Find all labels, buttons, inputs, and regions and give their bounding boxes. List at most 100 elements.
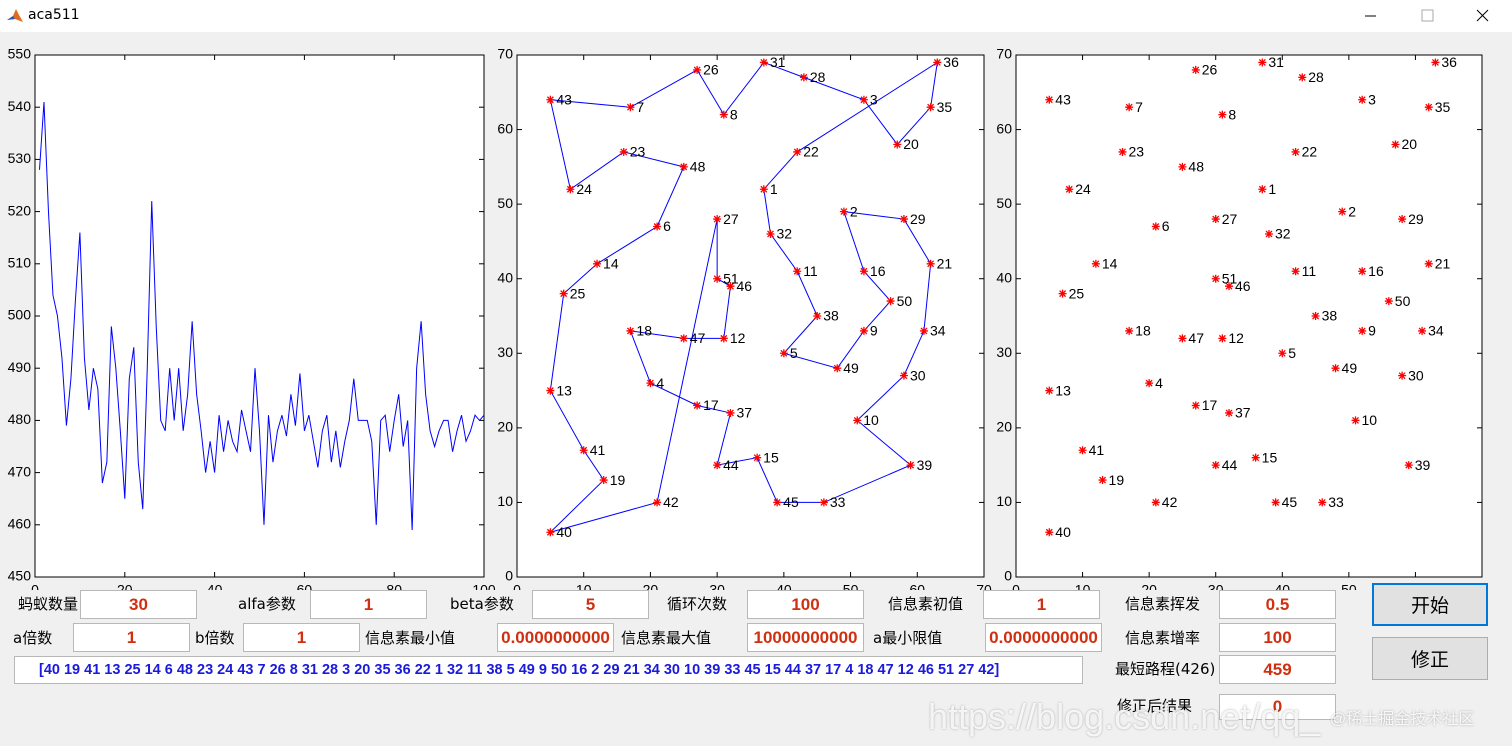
city-marker (726, 408, 735, 417)
field-input[interactable]: 0.0000000000 (985, 623, 1102, 652)
city-label: 10 (863, 412, 879, 428)
field-input[interactable]: 100 (1219, 623, 1336, 652)
start-button[interactable]: 开始 (1372, 583, 1488, 626)
y-tick-label: 60 (996, 120, 1012, 136)
city-marker (726, 282, 735, 291)
fix-button[interactable]: 修正 (1372, 637, 1488, 680)
city-label: 4 (1155, 375, 1163, 391)
field-input[interactable]: 1 (983, 590, 1100, 619)
city-marker (1218, 334, 1227, 343)
field-input[interactable]: 100 (747, 590, 864, 619)
field-label: 信息素最小值 (365, 629, 456, 647)
city-label: 50 (897, 293, 913, 309)
city-marker (859, 326, 868, 335)
city-marker (1151, 498, 1160, 507)
y-tick-label: 0 (1004, 568, 1012, 584)
x-tick-label: 30 (1208, 582, 1224, 590)
city-label: 14 (1102, 256, 1118, 272)
field-label: a倍数 (13, 629, 53, 647)
city-marker (559, 289, 568, 298)
field-input[interactable]: 0.5 (1219, 590, 1336, 619)
y-tick-label: 0 (505, 568, 513, 584)
city-label: 31 (1268, 54, 1284, 70)
city-label: 7 (1135, 99, 1143, 115)
city-marker (1291, 267, 1300, 276)
city-label: 9 (1368, 323, 1376, 339)
city-marker (1211, 274, 1220, 283)
city-marker (626, 326, 635, 335)
x-tick-label: 0 (31, 582, 39, 590)
field-input[interactable]: 10000000000 (747, 623, 864, 652)
city-marker (1424, 259, 1433, 268)
city-marker (1384, 297, 1393, 306)
y-tick-label: 480 (8, 411, 32, 427)
field-input[interactable]: 1 (73, 623, 190, 652)
city-label: 18 (1135, 323, 1151, 339)
city-marker (1091, 259, 1100, 268)
city-marker (719, 334, 728, 343)
city-label: 18 (636, 323, 652, 339)
field-input[interactable]: 459 (1219, 655, 1336, 684)
city-label: 48 (1188, 159, 1204, 175)
city-marker (926, 103, 935, 112)
city-marker (1311, 312, 1320, 320)
city-marker (759, 185, 768, 194)
field-label: 蚂蚁数量 (18, 595, 79, 613)
city-label: 31 (770, 54, 786, 70)
city-label: 7 (636, 99, 644, 115)
city-marker (1191, 401, 1200, 410)
city-label: 47 (1188, 330, 1204, 346)
city-marker (1058, 289, 1067, 298)
city-label: 15 (1262, 449, 1278, 465)
city-marker (653, 498, 662, 507)
y-tick-label: 460 (8, 516, 32, 532)
watermark: https://blog.csdn.net/qq_ (928, 696, 1321, 737)
city-label: 3 (870, 91, 878, 107)
x-tick-label: 50 (1341, 582, 1357, 590)
city-marker (1398, 215, 1407, 224)
field-input[interactable]: 0.0000000000 (497, 623, 614, 652)
field-input[interactable]: 1 (243, 623, 360, 652)
y-tick-label: 70 (996, 46, 1012, 62)
city-marker (679, 162, 688, 171)
y-tick-label: 450 (8, 568, 32, 584)
city-marker (839, 207, 848, 216)
route-text[interactable]: [40 19 41 13 25 14 6 48 23 24 43 7 26 8 … (14, 656, 1083, 684)
y-tick-label: 10 (996, 493, 1012, 509)
city-label: 38 (823, 308, 839, 324)
city-marker (819, 498, 828, 507)
city-marker (1318, 498, 1327, 507)
city-label: 20 (903, 136, 919, 152)
close-button[interactable] (1476, 9, 1489, 22)
city-marker (1251, 453, 1260, 462)
city-marker (773, 498, 782, 507)
city-label: 27 (1222, 211, 1238, 227)
city-marker (1404, 461, 1413, 470)
city-marker (1045, 528, 1054, 537)
city-marker (813, 312, 822, 320)
field-input[interactable]: 1 (310, 590, 427, 619)
city-label: 48 (690, 159, 706, 175)
field-label: 信息素挥发 (1125, 595, 1201, 613)
city-label: 39 (917, 457, 933, 473)
maximize-button[interactable] (1421, 9, 1434, 22)
city-marker (1125, 326, 1134, 335)
x-tick-label: 20 (1141, 582, 1157, 590)
city-label: 28 (810, 69, 826, 85)
field-input[interactable]: 30 (80, 590, 197, 619)
field-input[interactable]: 0 (1219, 694, 1336, 720)
city-marker (599, 476, 608, 485)
city-label: 41 (1089, 442, 1105, 458)
city-marker (546, 95, 555, 104)
city-label: 3 (1368, 91, 1376, 107)
city-marker (906, 461, 915, 470)
city-label: 17 (1202, 397, 1218, 413)
field-label: 修正后结果 (1117, 697, 1193, 715)
city-marker (1225, 408, 1234, 417)
city-label: 33 (830, 494, 846, 510)
city-label: 37 (1235, 405, 1251, 421)
field-input[interactable]: 5 (532, 590, 649, 619)
city-label: 36 (1441, 54, 1457, 70)
x-tick-label: 40 (207, 582, 223, 590)
